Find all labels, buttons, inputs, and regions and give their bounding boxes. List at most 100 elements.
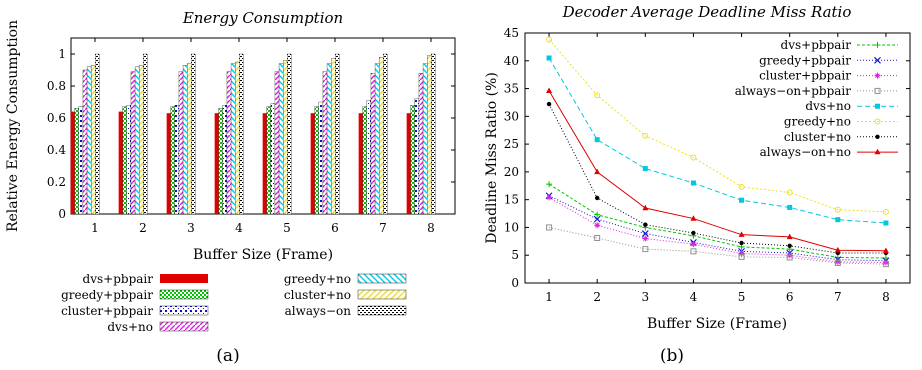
chart-a-legend-swatch — [159, 305, 209, 316]
chart-a-bar-cluster-no — [426, 55, 432, 215]
chart-a-title: Energy Consumption — [182, 9, 343, 27]
chart-a-legend-swatch — [159, 289, 209, 300]
chart-b-point-always-on-pbpair — [738, 253, 745, 260]
chart-b-point-always-on-pbpair — [546, 224, 553, 231]
chart-b-point-always-on-no — [642, 204, 649, 211]
chart-a-bar-greedy-no — [230, 63, 236, 215]
chart-a-bar-greedy-pbpair — [170, 106, 175, 215]
chart-b-series-always-on-pbpair — [546, 224, 889, 268]
chart-b-y-tick-label: 45 — [504, 26, 519, 40]
chart-a-bar-dvs-pbpair — [214, 113, 219, 214]
chart-a-bar-cluster-pbpair — [126, 105, 132, 215]
chart-b-legend-marker — [874, 87, 881, 94]
chart-b-point-always-on-pbpair — [642, 246, 649, 253]
chart-b-point-greedy-pbpair — [593, 215, 601, 223]
chart-a-bar-greedy-no — [182, 65, 188, 215]
chart-a-bar-greedy-pbpair — [266, 106, 271, 215]
chart-b-point-always-on-no — [546, 87, 553, 93]
chart-a-legend-label: cluster+no — [284, 288, 351, 302]
chart-b-line-dvs-pbpair — [548, 183, 886, 259]
chart-b-x-label: Buffer Size (Frame) — [647, 316, 787, 332]
chart-a-bar-cluster-no — [91, 65, 96, 215]
chart-a-x-tick-label: 6 — [331, 221, 339, 235]
chart-b-y-ticks: 0 5 10 15 20 25 30 35 40 45 — [504, 26, 910, 290]
chart-b-y-tick-label: 30 — [504, 109, 519, 123]
chart-b-y-tick-label: 20 — [504, 165, 519, 179]
chart-b-point-always-on-no — [882, 247, 889, 253]
chart-a-legend-swatch — [357, 289, 407, 300]
chart-b-point-greedy-no — [738, 183, 745, 190]
chart-b-point-cluster-pbpair — [834, 258, 841, 265]
chart-a-bar-dvs-no — [370, 73, 376, 215]
chart-b-line-greedy-no — [548, 39, 886, 213]
chart-b-point-always-on-no — [594, 168, 601, 175]
chart-a-legend-label: dvs+no — [107, 320, 153, 334]
chart-a-bar-cluster-pbpair — [366, 100, 372, 215]
chart-a-bar-dvs-pbpair — [310, 113, 315, 214]
chart-a-bar-cluster-pbpair — [78, 106, 84, 215]
chart-a-y-tick-label: 0.4 — [47, 143, 66, 157]
chart-b-x-tick-label: 1 — [545, 290, 553, 304]
chart-a-legend-swatch — [159, 321, 209, 332]
chart-b-line-always-on-pbpair — [548, 226, 886, 265]
chart-b-point-cluster-no — [739, 240, 744, 246]
chart-b-point-greedy-no — [786, 189, 793, 196]
chart-a-bar-greedy-pbpair — [218, 108, 223, 215]
chart-a-bar-dvs-no — [322, 71, 328, 215]
chart-b-x-tick-label: 3 — [641, 290, 649, 304]
chart-a-x-tick-label: 1 — [91, 221, 99, 235]
chart-b-x-tick-label: 7 — [834, 290, 842, 304]
chart-b-legend-label: greedy+pbpair — [759, 53, 851, 67]
chart-a-bar-greedy-no — [86, 66, 92, 215]
chart-b-point-greedy-no — [642, 132, 649, 139]
chart-a-y-tick-label: 0.6 — [47, 111, 66, 125]
chart-b-point-dvs-no — [546, 55, 552, 61]
chart-b-line-cluster-no — [548, 103, 886, 254]
chart-a-bar-dvs-pbpair — [166, 113, 171, 214]
chart-a-caption: (a) — [216, 346, 239, 366]
chart-b-legend-label: always−on+no — [760, 145, 851, 159]
chart-b-point-cluster-no — [787, 243, 792, 248]
chart-a-bar-greedy-no — [422, 63, 428, 215]
chart-b-point-dvs-no — [739, 197, 745, 203]
chart-a-legend-swatch — [357, 273, 407, 284]
deadline-miss-chart: Decoder Average Deadline Miss Ratio 0 5 10… — [484, 3, 911, 366]
chart-a-bar-always-on — [239, 53, 244, 215]
chart-a-bar-dvs-pbpair — [358, 113, 363, 214]
chart-a-y-tick-label: 0 — [58, 207, 66, 221]
chart-b-point-cluster-no — [546, 101, 552, 107]
chart-a-bar-always-on — [335, 53, 340, 215]
chart-b-point-always-on-pbpair — [882, 261, 889, 268]
chart-a-x-tick-label: 7 — [379, 221, 387, 235]
chart-a-bar-dvs-pbpair — [118, 111, 123, 214]
chart-b-legend-label: dvs+pbpair — [781, 38, 852, 52]
chart-a-bar-dvs-no — [178, 71, 184, 215]
chart-b-x-tick-label: 5 — [738, 290, 746, 304]
chart-a-bar-always-on — [191, 53, 196, 215]
chart-a-legend-label: dvs+pbpair — [83, 272, 154, 286]
chart-a-bar-always-on — [287, 53, 292, 215]
chart-b-point-always-on-pbpair — [786, 254, 793, 261]
chart-a-bar-cluster-pbpair — [174, 105, 180, 215]
chart-b-series-dvs-no — [546, 55, 889, 226]
chart-b-legend-label: dvs+no — [805, 99, 851, 113]
chart-a-bar-cluster-pbpair — [270, 103, 276, 215]
chart-b-point-always-on-no — [834, 246, 841, 253]
chart-b-point-greedy-no — [690, 154, 697, 161]
chart-b-series-always-on-no — [546, 87, 889, 253]
chart-a-bar-greedy-pbpair — [314, 106, 319, 215]
chart-b-series-cluster-no — [546, 101, 889, 256]
chart-b-line-dvs-no — [548, 57, 886, 224]
chart-b-point-cluster-no — [594, 195, 600, 201]
chart-b-x-tick-label: 6 — [786, 290, 794, 304]
chart-b-point-greedy-no — [882, 208, 889, 215]
chart-b-y-tick-label: 25 — [504, 137, 519, 151]
chart-a-bar-dvs-pbpair — [70, 111, 75, 214]
chart-b-line-cluster-pbpair — [548, 197, 886, 263]
chart-b-legend-marker — [874, 118, 881, 125]
chart-b-point-cluster-pbpair — [882, 259, 889, 266]
chart-b-y-label: Deadline Miss Ratio (%) — [484, 72, 500, 244]
chart-b-point-cluster-no — [691, 230, 696, 236]
chart-b-lines — [545, 36, 890, 268]
chart-b-x-tick-label: 2 — [593, 290, 601, 304]
